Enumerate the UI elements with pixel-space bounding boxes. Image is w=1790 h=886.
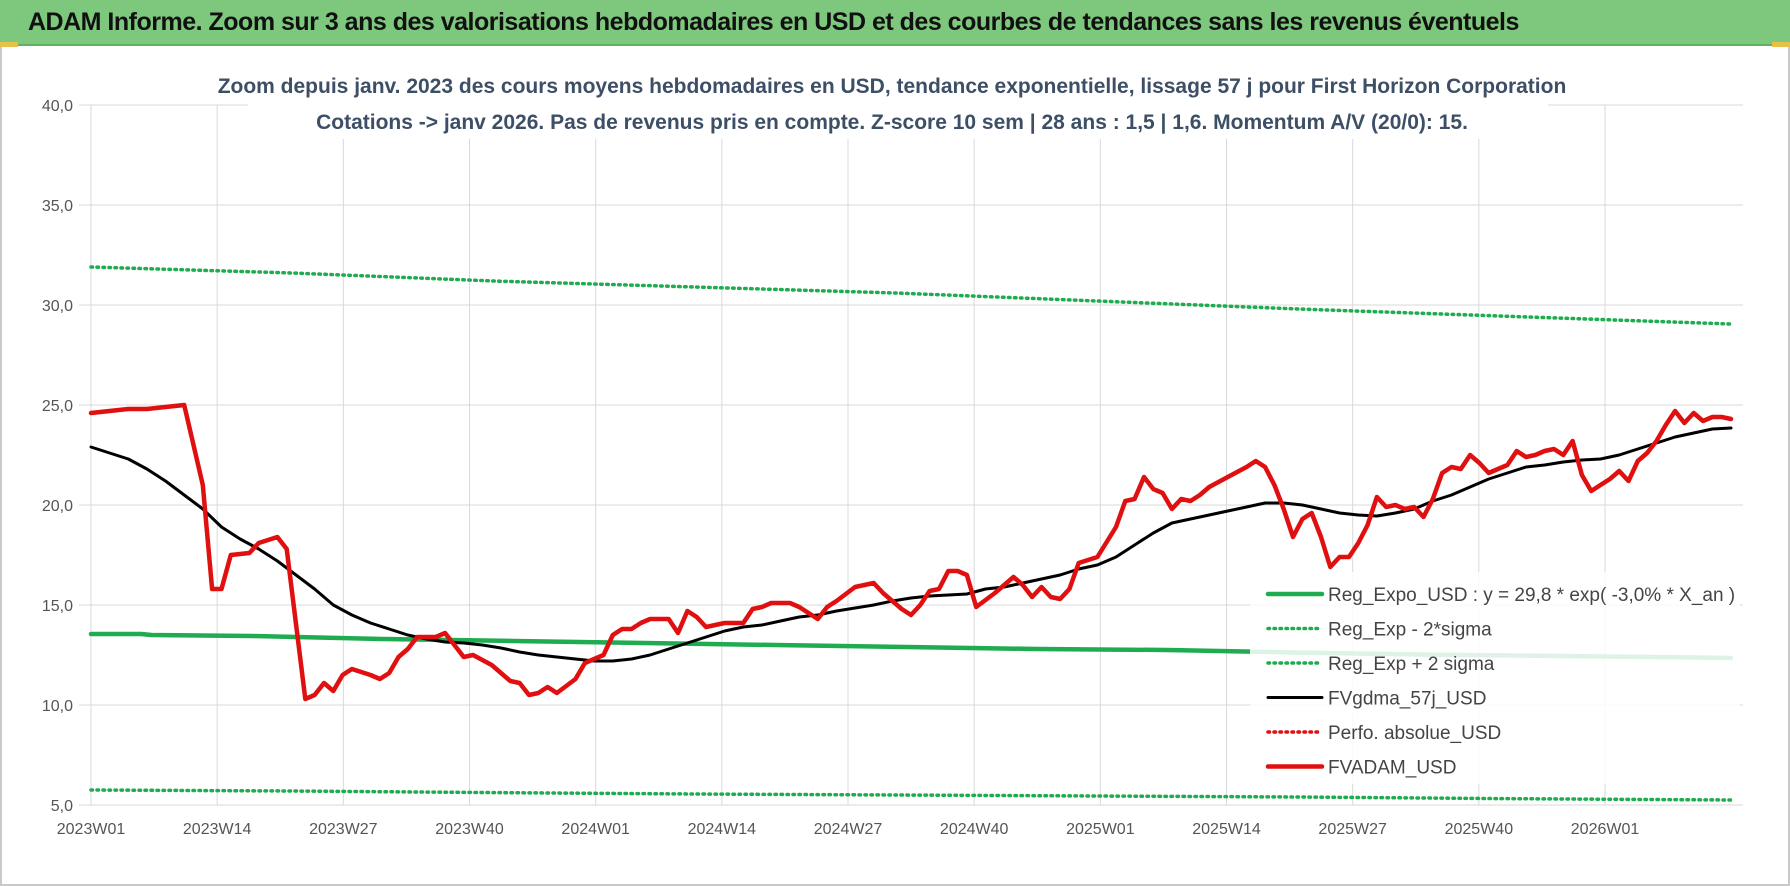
chart-title-line2: Cotations -> janv 2026. Pas de revenus p…	[316, 111, 1468, 134]
y-tick-label: 15,0	[42, 598, 73, 615]
y-tick-label: 5,0	[51, 798, 73, 815]
x-tick-label: 2025W14	[1192, 821, 1261, 838]
page-title: ADAM Informe. Zoom sur 3 ans des valoris…	[28, 8, 1519, 36]
header-banner: ADAM Informe. Zoom sur 3 ans des valoris…	[0, 0, 1790, 46]
axis-labels: 5,0 10,0 15,0 20,0 25,0 30,0 35,0 40,0 2023W01 20…	[42, 98, 1640, 838]
legend-label: Reg_Exp + 2 sigma	[1328, 654, 1495, 675]
x-tick-label: 2023W27	[309, 821, 378, 838]
legend-background	[1250, 572, 1740, 784]
grid	[79, 104, 1743, 806]
legend: Reg_Expo_USD : y = 29,8 * exp( -3,0% * X…	[1250, 572, 1740, 784]
legend-label: Reg_Expo_USD : y = 29,8 * exp( -3,0% * X…	[1328, 585, 1735, 606]
legend-label: FVgdma_57j_USD	[1328, 689, 1486, 710]
x-tick-label: 2025W40	[1445, 821, 1514, 838]
x-tick-label: 2024W01	[561, 821, 630, 838]
x-tick-label: 2025W27	[1318, 821, 1387, 838]
chart-title-line1: Zoom depuis janv. 2023 des cours moyens …	[218, 75, 1567, 98]
x-tick-label: 2024W40	[940, 821, 1009, 838]
y-tick-label: 20,0	[42, 498, 73, 515]
series-line-reg_band	[89, 788, 1733, 802]
series-line-fvgdma	[89, 426, 1733, 663]
x-tick-label: 2023W01	[57, 821, 126, 838]
y-tick-label: 30,0	[42, 298, 73, 315]
x-tick-label: 2025W01	[1066, 821, 1135, 838]
y-tick-label: 25,0	[42, 398, 73, 415]
x-tick-label: 2023W40	[435, 821, 504, 838]
legend-label: FVADAM_USD	[1328, 758, 1456, 779]
y-tick-label: 40,0	[42, 98, 73, 115]
x-tick-label: 2024W27	[814, 821, 883, 838]
x-tick-label: 2026W01	[1571, 821, 1640, 838]
y-tick-label: 10,0	[42, 698, 73, 715]
banner-left-accent	[0, 42, 18, 47]
banner-right-accent	[1772, 42, 1790, 47]
title-background	[248, 67, 1548, 139]
y-tick-label: 35,0	[42, 198, 73, 215]
series-line-reg_band	[89, 265, 1733, 326]
series-line-fvadam	[88, 402, 1734, 702]
legend-label: Reg_Exp - 2*sigma	[1328, 620, 1492, 641]
x-tick-label: 2023W14	[183, 821, 252, 838]
legend-label: Perfo. absolue_USD	[1328, 723, 1501, 744]
x-tick-label: 2024W14	[688, 821, 757, 838]
